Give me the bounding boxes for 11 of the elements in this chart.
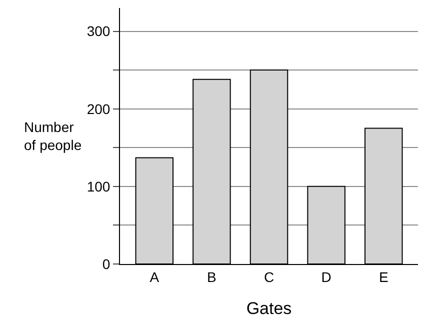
x-tick-label: D	[321, 268, 332, 285]
x-tick-label: B	[207, 268, 216, 285]
x-tick-label: C	[264, 268, 274, 285]
y-tick-label: 0	[102, 256, 110, 272]
x-tick-label: E	[378, 268, 388, 285]
x-tick-label: A	[150, 268, 160, 285]
x-axis-title: Gates	[246, 299, 292, 318]
y-tick-label: 200	[86, 100, 110, 117]
y-axis-title: Number of people	[24, 119, 82, 154]
y-tick-label: 300	[86, 23, 110, 40]
y-tick-label: 100	[86, 178, 110, 194]
